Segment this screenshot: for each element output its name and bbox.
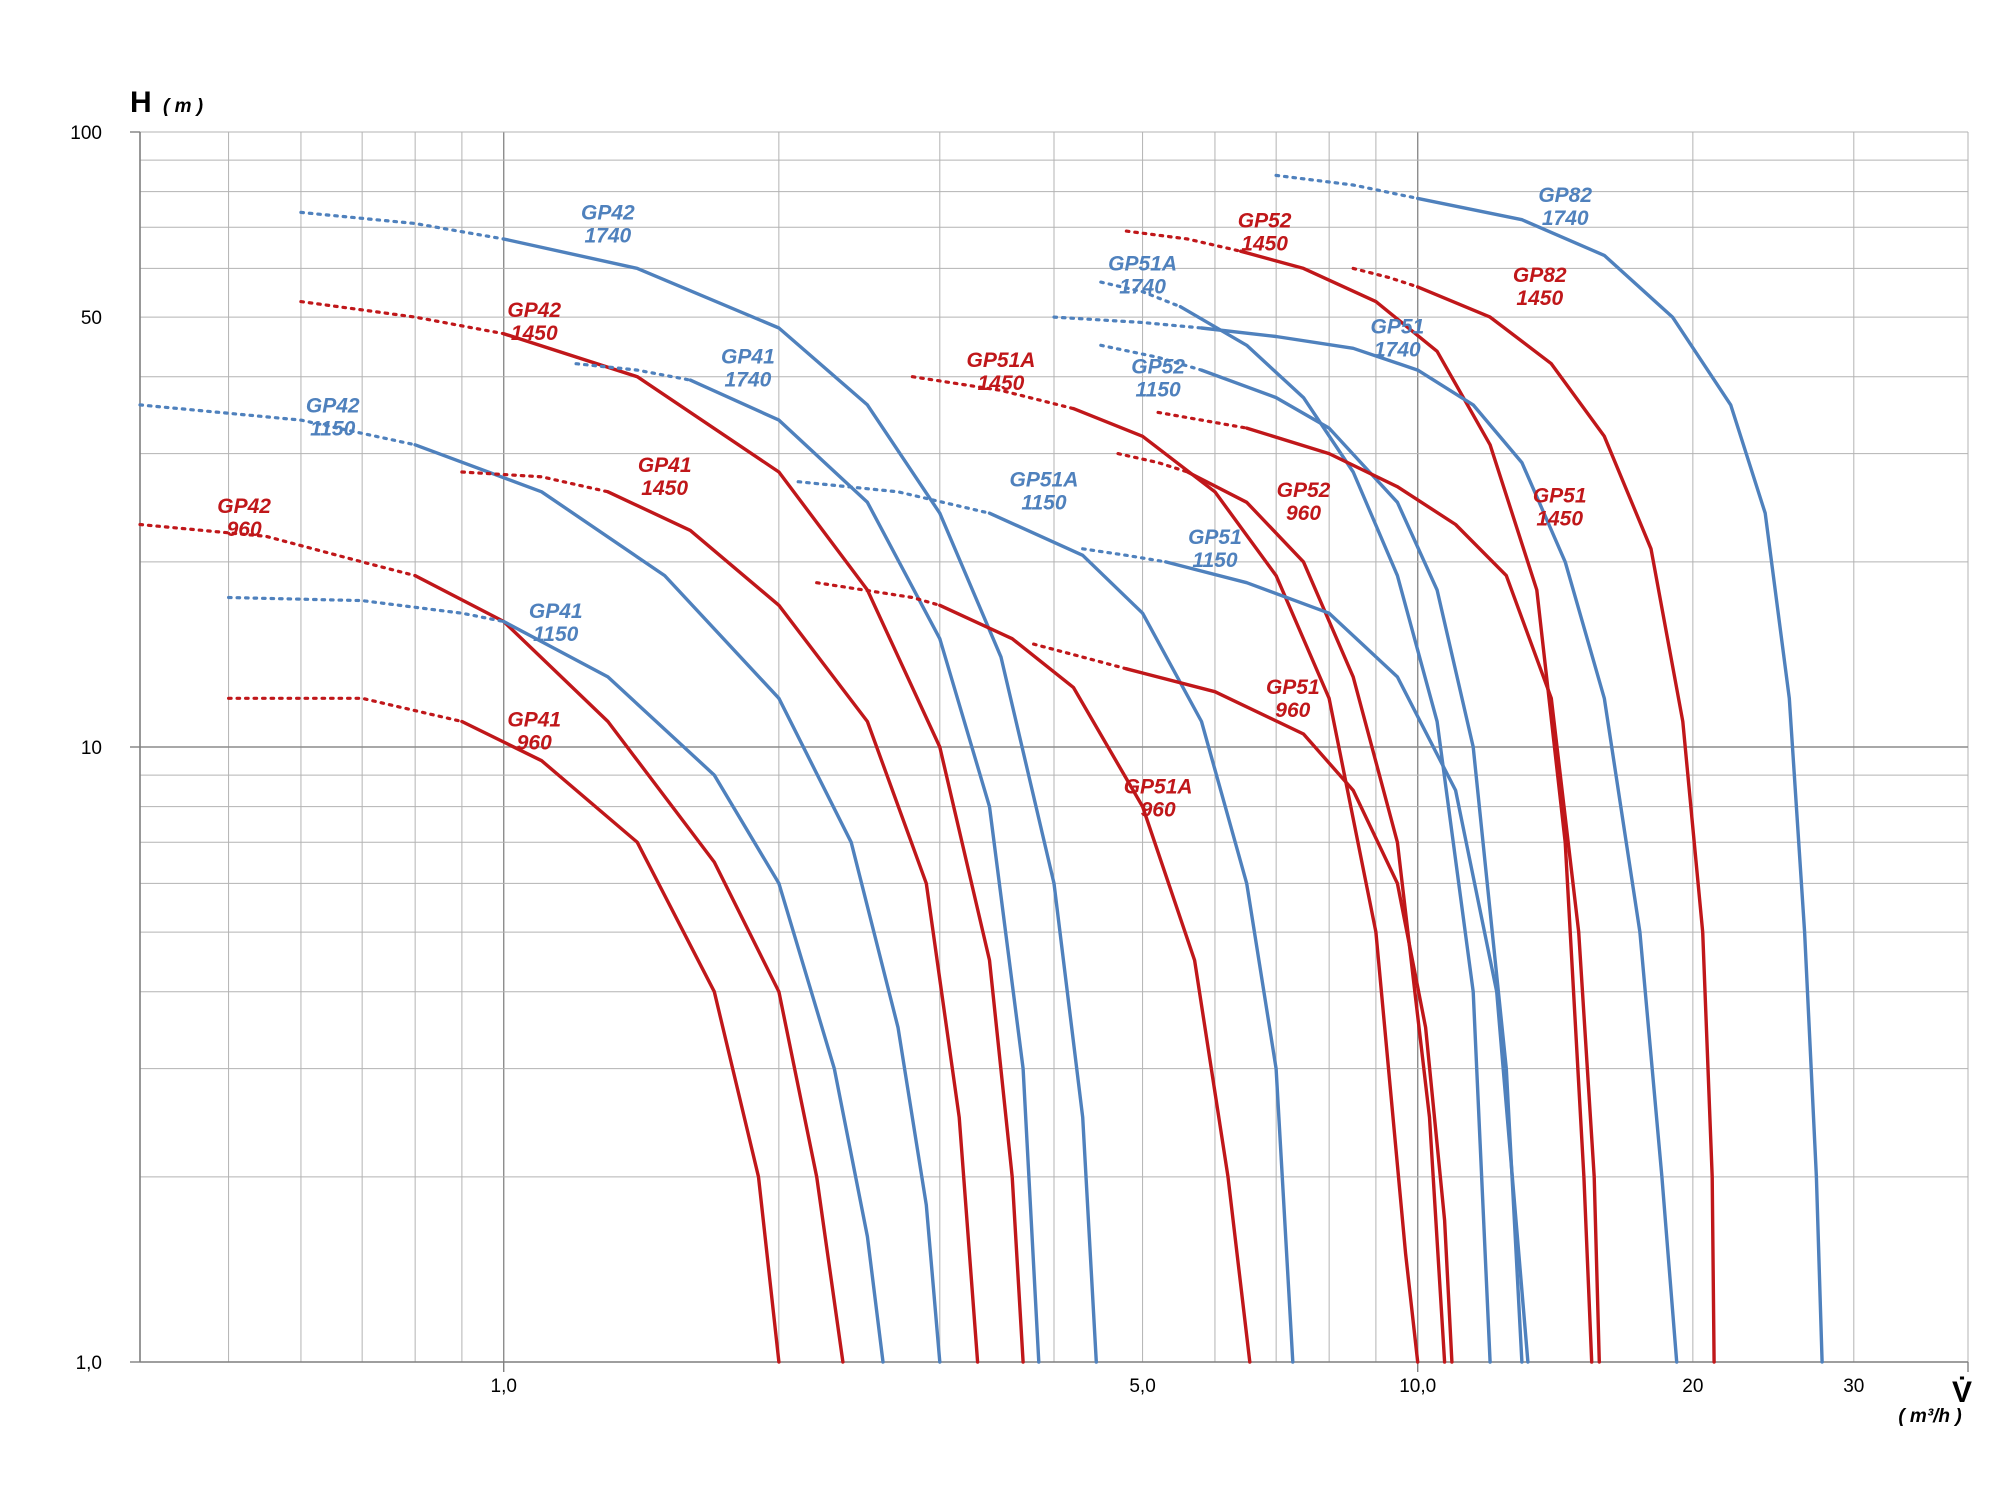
curve-gp52-1150 (1199, 368, 1524, 1364)
curve-label-gp42-960: GP42 960 (217, 495, 271, 541)
curve-gp41-1450 (606, 490, 980, 1364)
curve-label-gp82-1450: GP82 1450 (1513, 264, 1567, 310)
plot-frame (130, 131, 1969, 1372)
curve-gp82-1740-dotted (1274, 173, 1420, 200)
x-tick-label: 30 (1843, 1376, 1864, 1397)
curve-gp42-1150-dotted (138, 403, 417, 447)
curve-label-gp42-1150: GP42 1150 (306, 394, 360, 440)
curve-gp41-1450-dotted (460, 470, 610, 494)
curve-label-gp51-1150: GP51 1150 (1188, 526, 1242, 572)
curve-label-gp52-960: GP52 960 (1277, 479, 1331, 525)
curve-gp51a-1150 (987, 511, 1295, 1364)
x-axis-unit: ( m³/h ) (1898, 1406, 1961, 1427)
y-axis-unit: ( m ) (163, 96, 203, 117)
y-axis-label: H (130, 86, 152, 119)
y-tick-label: 10 (81, 738, 102, 759)
curve-gp41-960 (460, 719, 781, 1364)
y-tick-label: 100 (70, 123, 102, 144)
y-tick-label: 50 (81, 308, 102, 329)
curve-gp42-960-dotted (138, 522, 417, 578)
curve-gp42-1450 (502, 332, 1025, 1364)
curve-gp52-1150-dotted (1099, 343, 1204, 372)
curve-label-gp41-960: GP41 960 (507, 708, 561, 754)
curve-gp51a-1450 (1071, 406, 1420, 1364)
curve-labels: GP42 1740 GP42 1450 GP42 1150 GP42 960 GP41 1740 G… (217, 184, 1592, 822)
curve-label-gp51a-1450: GP51A 1450 (967, 349, 1036, 395)
y-tick-label: 1,0 (76, 1353, 102, 1374)
curve-gp41-1150 (502, 619, 885, 1364)
axis-titles: H ( m ) V̇ ( m³/h ) (130, 86, 1972, 1427)
curve-gp82-1450-dotted (1351, 266, 1420, 289)
curve-gp51a-960 (938, 603, 1252, 1364)
curve-label-gp41-1740: GP41 1740 (721, 346, 775, 392)
curves (138, 173, 1824, 1364)
curve-gp51-1450-dotted (1156, 410, 1249, 430)
curve-label-gp52-1150: GP52 1150 (1131, 355, 1185, 401)
x-tick-label: 5,0 (1129, 1376, 1155, 1397)
curve-label-gp41-1150: GP41 1150 (529, 600, 583, 646)
curve-gp51-1150 (1163, 560, 1530, 1364)
curve-gp82-1740 (1415, 196, 1824, 1364)
curve-gp82-1450 (1415, 285, 1716, 1364)
curve-gp52-960 (1185, 470, 1447, 1364)
curve-gp42-1450-dotted (299, 300, 506, 336)
curve-gp51a-1450-dotted (910, 375, 1076, 411)
x-tick-label: 1,0 (491, 1376, 517, 1397)
curve-label-gp51a-1150: GP51A 1150 (1010, 469, 1079, 515)
curve-label-gp51-1450: GP51 1450 (1533, 484, 1587, 530)
curve-gp51-1150-dotted (1081, 547, 1168, 564)
curve-gp52-1450-dotted (1124, 229, 1243, 253)
curve-label-gp51a-1740: GP51A 1740 (1108, 253, 1177, 299)
curve-label-gp51-1740: GP51 1740 (1371, 316, 1425, 362)
x-tick-label: 20 (1682, 1376, 1703, 1397)
curve-gp51a-1740 (1178, 305, 1492, 1364)
curve-gp42-1150 (413, 443, 942, 1364)
curve-gp41-1740-dotted (574, 362, 692, 382)
curve-gp51-1740 (1199, 326, 1679, 1364)
curve-gp41-1740 (688, 378, 1041, 1364)
curve-gp51-1450 (1244, 426, 1602, 1364)
curve-label-gp42-1740: GP42 1740 (581, 202, 635, 248)
curve-label-gp51-960: GP51 960 (1266, 676, 1320, 722)
curve-gp51-960 (1124, 667, 1454, 1364)
x-tick-label: 10,0 (1399, 1376, 1436, 1397)
curve-label-gp41-1450: GP41 1450 (638, 454, 692, 500)
curve-gp41-960-dotted (227, 696, 464, 724)
curve-gp51a-960-dotted (815, 581, 942, 607)
curve-gp42-1740-dotted (299, 210, 506, 241)
curve-gp51a-1740-dotted (1099, 280, 1183, 309)
curve-gp51a-1150-dotted (796, 480, 992, 515)
curve-gp42-1740 (502, 237, 1099, 1364)
curve-label-gp42-1450: GP42 1450 (507, 299, 561, 345)
tick-labels: 1,0 10 50 100 1,0 5,0 10,0 20 30 (70, 123, 1864, 1397)
curve-label-gp51a-960: GP51A 960 (1124, 776, 1193, 822)
x-axis-label: V̇ (1952, 1376, 1972, 1409)
curve-gp41-1150-dotted (227, 595, 506, 624)
curve-label-gp82-1740: GP82 1740 (1538, 184, 1592, 230)
curve-gp52-960-dotted (1116, 452, 1190, 474)
curve-label-gp52-1450: GP52 1450 (1238, 209, 1292, 255)
curve-gp52-1450 (1238, 249, 1594, 1364)
curve-gp51-1740-dotted (1052, 315, 1204, 330)
curve-gp51-960-dotted (1031, 642, 1129, 671)
